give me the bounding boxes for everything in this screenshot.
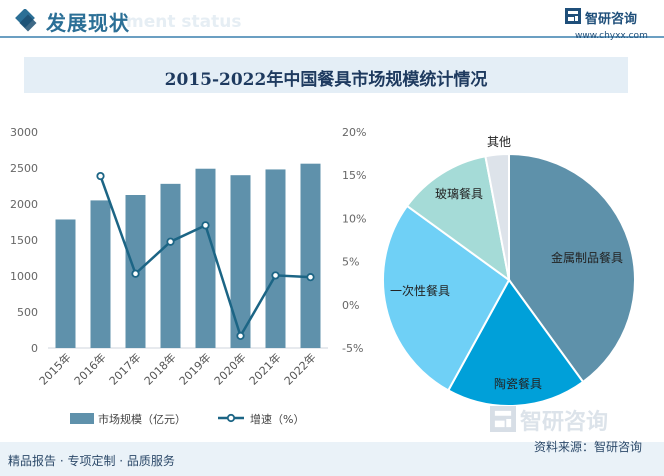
- watermark-brand: 智研咨询: [520, 410, 609, 435]
- y-left-tick-label: 2000: [10, 198, 38, 211]
- x-tick-label: 2015年: [36, 350, 73, 387]
- pie-label: 玻璃餐具: [435, 186, 483, 201]
- pie-slice: [405, 155, 511, 283]
- x-tick-label: 2022年: [281, 350, 318, 387]
- bar: [160, 183, 181, 348]
- x-tick-label: 2017年: [106, 350, 143, 387]
- y-right-tick-label: 15%: [342, 169, 366, 182]
- bar: [55, 219, 76, 348]
- y-left-tick-label: 3000: [10, 126, 38, 139]
- y-left-tick-label: 0: [31, 342, 38, 355]
- legend-bar-label: 市场规模（亿元）: [98, 412, 186, 426]
- pie-label: 金属制品餐具: [551, 250, 623, 265]
- pie-slice: [484, 152, 510, 281]
- x-tick-label: 2016年: [71, 350, 108, 387]
- y-left-tick-label: 1500: [10, 234, 38, 247]
- growth-point: [306, 273, 315, 282]
- pie-label: 陶瓷餐具: [494, 376, 542, 391]
- growth-point: [201, 221, 210, 230]
- footer-slogan: 精品报告 · 专项定制 · 品质服务: [8, 454, 175, 468]
- chevron-arrow-icon: [15, 9, 37, 32]
- bar: [230, 175, 251, 348]
- pie-label: 其他: [487, 135, 511, 149]
- growth-point: [236, 331, 245, 341]
- bar: [195, 168, 216, 348]
- header: 发展现状 ment status 智研咨询 www.chyxx.com: [0, 0, 664, 42]
- growth-point: [166, 237, 175, 246]
- watermark-logo-icon: [490, 406, 516, 432]
- bar: [265, 169, 286, 348]
- y-left-tick-label: 2500: [10, 162, 38, 175]
- y-left-tick-label: 1000: [10, 270, 38, 283]
- bar: [300, 163, 321, 348]
- header-divider: [0, 36, 664, 38]
- x-tick-label: 2018年: [141, 350, 178, 387]
- growth-point: [131, 269, 140, 278]
- bar: [90, 200, 111, 348]
- legend-line-marker: [226, 413, 236, 423]
- y-right-tick-label: 0%: [342, 299, 359, 312]
- y-right-tick-label: -5%: [342, 342, 363, 355]
- pie-slice: [446, 278, 585, 407]
- pie-slice: [508, 152, 636, 384]
- footer-bar: [0, 442, 664, 476]
- brand-logo-icon: [565, 8, 581, 24]
- footer-source: 资料来源：智研咨询: [534, 440, 643, 454]
- chart-title: 2015-2022年中国餐具市场规模统计情况: [164, 70, 488, 90]
- y-right-tick-label: 10%: [342, 212, 366, 225]
- brand-url: www.chyxx.com: [575, 31, 648, 41]
- x-tick-label: 2020年: [211, 350, 248, 387]
- chart-title-bar: 2015-2022年中国餐具市场规模统计情况: [24, 57, 628, 93]
- pie-label: 一次性餐具: [390, 283, 450, 298]
- growth-point: [96, 171, 105, 181]
- x-tick-label: 2019年: [176, 350, 213, 387]
- legend-bar-swatch: [70, 413, 94, 424]
- y-left-tick-label: 500: [17, 306, 38, 319]
- growth-point: [271, 271, 280, 280]
- x-tick-label: 2021年: [246, 350, 283, 387]
- brand-name: 智研咨询: [585, 12, 638, 27]
- section-watermark: ment status: [126, 12, 242, 32]
- y-right-tick-label: 20%: [342, 126, 366, 139]
- section-title: 发展现状: [46, 11, 130, 35]
- pie-slice: [382, 204, 511, 392]
- y-right-tick-label: 5%: [342, 256, 359, 269]
- legend-line-label: 增速（%）: [250, 412, 304, 426]
